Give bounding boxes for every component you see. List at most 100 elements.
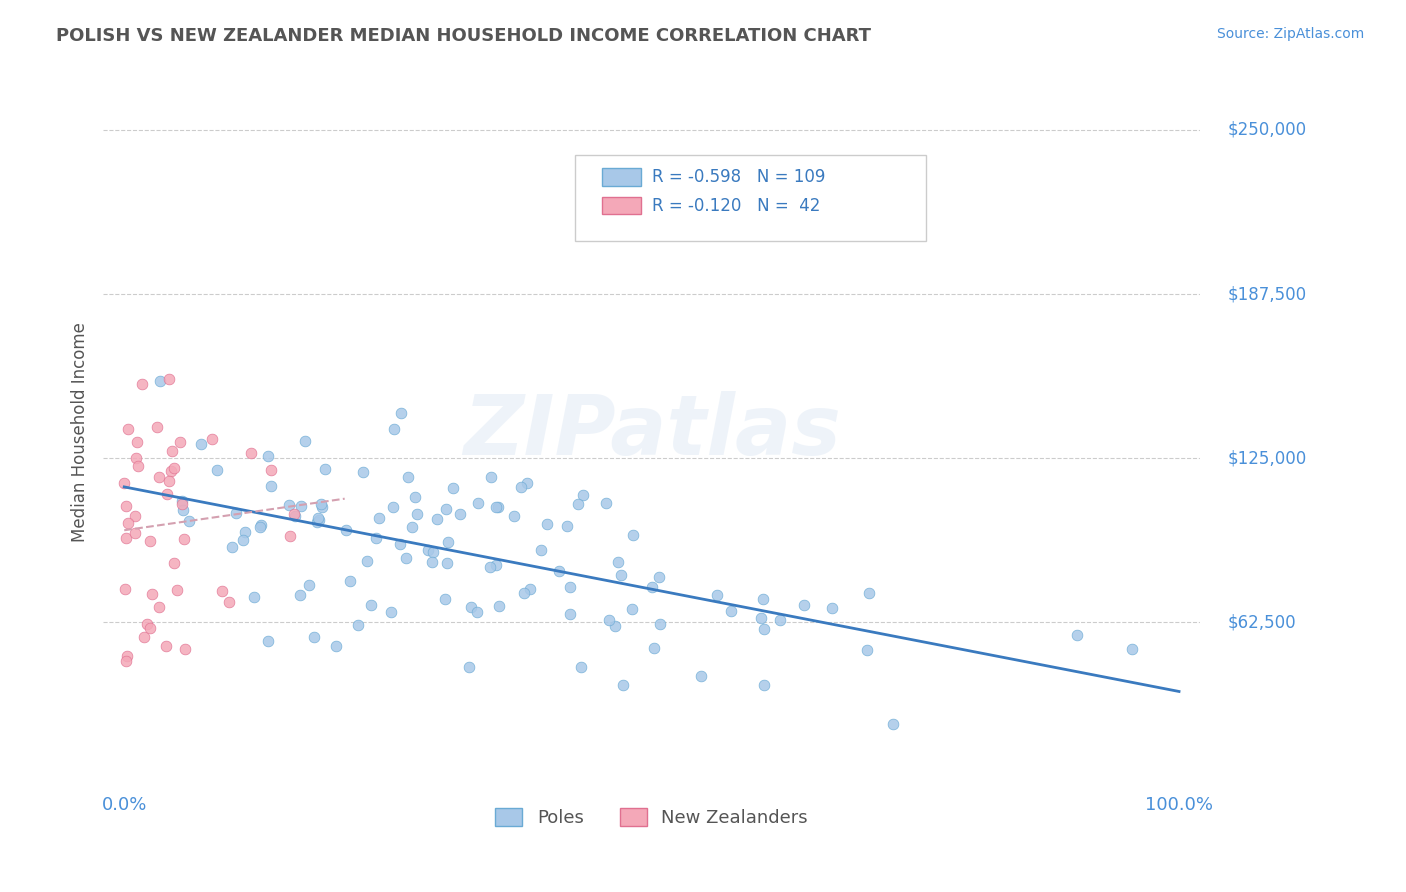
Poles (648, 570, 671, 584)
New Zealanders (148, 599, 170, 614)
New Zealanders (117, 516, 139, 531)
Poles (569, 660, 592, 674)
Poles (457, 660, 479, 674)
Poles (396, 469, 419, 483)
Poles (250, 518, 273, 533)
Poles (519, 582, 541, 596)
Poles (416, 543, 439, 558)
Poles (307, 516, 329, 530)
Poles (441, 482, 464, 496)
Text: Source: ZipAtlas.com: Source: ZipAtlas.com (1216, 27, 1364, 41)
Poles (256, 449, 278, 463)
Poles (555, 518, 578, 533)
Poles (172, 494, 194, 508)
Poles (449, 507, 471, 521)
Poles (513, 586, 536, 600)
Poles (243, 590, 266, 604)
New Zealanders (160, 464, 183, 478)
Poles (510, 480, 533, 494)
Poles (467, 496, 489, 510)
New Zealanders (240, 446, 263, 460)
Poles (612, 678, 634, 692)
Poles (821, 600, 844, 615)
Poles (366, 531, 388, 545)
Poles (389, 406, 412, 420)
Poles (567, 498, 589, 512)
Poles (308, 513, 330, 527)
New Zealanders (159, 474, 181, 488)
Poles (288, 588, 311, 602)
Poles (610, 567, 633, 582)
Poles (530, 542, 553, 557)
Text: $125,000: $125,000 (1227, 450, 1306, 467)
New Zealanders (124, 509, 146, 524)
Poles (606, 555, 628, 569)
Poles (172, 502, 194, 516)
New Zealanders (174, 641, 197, 656)
Poles (420, 555, 443, 569)
Text: R = -0.598   N = 109: R = -0.598 N = 109 (651, 169, 825, 186)
New Zealanders (260, 463, 283, 477)
New Zealanders (139, 534, 162, 549)
Text: $187,500: $187,500 (1227, 285, 1306, 303)
Poles (382, 500, 405, 514)
Poles (484, 500, 506, 514)
Poles (304, 630, 326, 644)
New Zealanders (117, 422, 139, 436)
New Zealanders (131, 377, 153, 392)
New Zealanders (145, 420, 167, 434)
Text: R = -0.120   N =  42: R = -0.120 N = 42 (651, 197, 820, 215)
Poles (749, 611, 772, 625)
Poles (346, 618, 368, 632)
Poles (754, 677, 776, 691)
Poles (648, 617, 671, 632)
Text: $250,000: $250,000 (1227, 121, 1306, 139)
Poles (488, 599, 510, 614)
Poles (404, 490, 426, 504)
Poles (1121, 641, 1143, 656)
Text: $62,500: $62,500 (1227, 614, 1296, 632)
New Zealanders (173, 532, 195, 546)
Poles (752, 623, 775, 637)
Poles (368, 511, 391, 525)
Poles (752, 592, 775, 607)
Poles (290, 499, 312, 513)
Poles (485, 558, 508, 572)
Bar (602, 169, 641, 186)
Poles (232, 533, 254, 547)
New Zealanders (211, 584, 233, 599)
Poles (620, 602, 643, 616)
Y-axis label: Median Household Income: Median Household Income (72, 322, 89, 542)
Poles (307, 510, 329, 524)
New Zealanders (162, 461, 184, 475)
Poles (382, 422, 405, 436)
New Zealanders (166, 583, 188, 598)
New Zealanders (157, 372, 180, 386)
New Zealanders (139, 621, 162, 635)
New Zealanders (114, 582, 136, 596)
New Zealanders (169, 434, 191, 449)
Poles (536, 516, 558, 531)
New Zealanders (141, 587, 163, 601)
Poles (233, 524, 256, 539)
New Zealanders (135, 617, 157, 632)
Poles (339, 574, 361, 588)
New Zealanders (127, 458, 149, 473)
Poles (356, 554, 378, 568)
Poles (436, 535, 458, 549)
Poles (643, 641, 665, 656)
Poles (547, 564, 569, 578)
Poles (360, 598, 382, 612)
Poles (422, 545, 444, 559)
Text: POLISH VS NEW ZEALANDER MEDIAN HOUSEHOLD INCOME CORRELATION CHART: POLISH VS NEW ZEALANDER MEDIAN HOUSEHOLD… (56, 27, 872, 45)
New Zealanders (115, 649, 138, 664)
Poles (149, 374, 172, 388)
New Zealanders (148, 470, 170, 484)
New Zealanders (132, 630, 155, 644)
Poles (768, 613, 790, 627)
Poles (259, 479, 281, 493)
Poles (856, 643, 879, 657)
Poles (395, 550, 418, 565)
Text: ZIPatlas: ZIPatlas (463, 392, 841, 473)
FancyBboxPatch shape (575, 155, 927, 241)
